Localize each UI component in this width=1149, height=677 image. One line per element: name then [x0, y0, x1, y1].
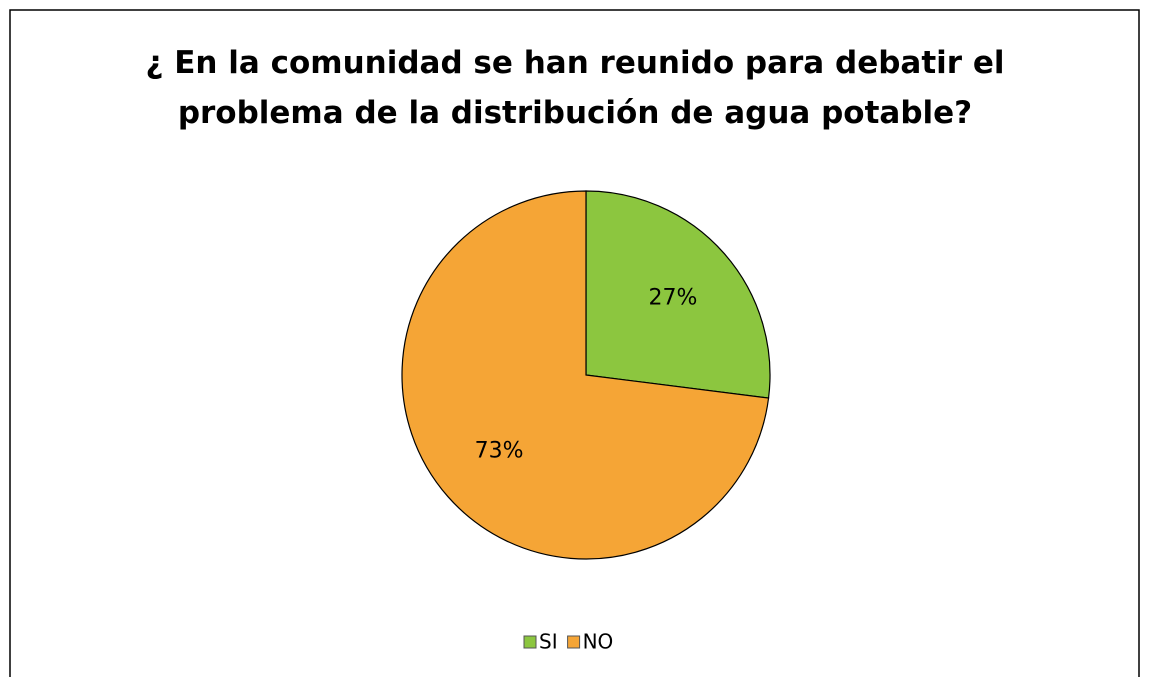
legend-swatch: [567, 635, 581, 649]
data-label: 73%: [475, 439, 524, 464]
chart-border: [9, 9, 1140, 677]
legend-label: NO: [583, 630, 614, 654]
chart-title: ¿ En la comunidad se han reunido para de…: [145, 45, 1005, 131]
legend-swatch: [523, 635, 537, 649]
pie-slice: [585, 190, 771, 399]
legend-label: SI: [539, 630, 558, 654]
pie-slice: [401, 190, 770, 560]
data-label: 27%: [648, 285, 697, 310]
